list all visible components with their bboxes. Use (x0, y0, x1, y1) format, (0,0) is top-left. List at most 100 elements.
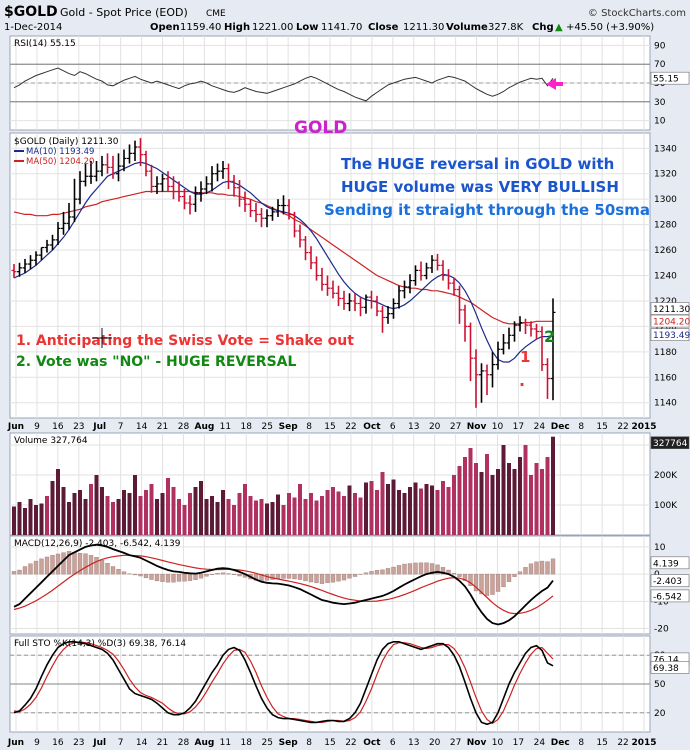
price-title: $GOLD (Daily) 1211.30 (14, 137, 119, 147)
ohlc-bar (94, 160, 99, 182)
macd-histogram-bar (209, 573, 215, 575)
chg-label: Chg (532, 22, 554, 33)
price-tick-label: 1240 (654, 272, 677, 282)
volume-bar (254, 500, 258, 535)
macd-histogram-bar (116, 569, 121, 575)
volume-bar (336, 491, 341, 535)
macd-signal-tag (650, 589, 690, 603)
sto-tick-label: 20 (654, 709, 666, 719)
volume-bar (457, 466, 462, 535)
ohlc-bar (160, 173, 165, 192)
x-axis-top-label: 15 (596, 422, 607, 432)
ohlc-bar (17, 262, 22, 277)
volume-last-tag-label: 327764 (653, 439, 688, 449)
rsi-tick-label: 30 (654, 98, 666, 108)
volume-bar (386, 484, 390, 535)
ohlc-bar (44, 239, 50, 253)
ohlc-bar (237, 180, 242, 207)
chg-arrow-icon: ▲ (555, 22, 563, 33)
huge-reversal-line2: HUGE volume was VERY BULLISH (341, 178, 619, 196)
volume-bar (303, 499, 308, 535)
ohlc-bar (281, 195, 286, 215)
ohlc-bar (28, 255, 33, 270)
x-axis-top-label: 22 (617, 422, 628, 432)
macd-histogram-bar (231, 573, 237, 575)
ohlc-bar (105, 153, 110, 174)
volume-bar (105, 496, 110, 535)
macd-histogram-bar (308, 573, 314, 583)
ohlc-bar (132, 140, 138, 161)
volume-bar (463, 457, 467, 535)
macd-histogram-bar (512, 573, 517, 577)
exchange-text: CME (206, 9, 226, 19)
volume-bar (23, 508, 27, 535)
ohlc-bar (88, 160, 94, 184)
ohlc-bar (297, 224, 303, 248)
volume-bar (325, 490, 330, 535)
macd-histogram-bar (193, 573, 198, 580)
macd-histogram-bar (429, 563, 435, 575)
x-axis-top-label: 23 (73, 422, 84, 432)
macd-histogram-bar (99, 560, 105, 575)
rsi-last-tag (650, 71, 690, 85)
macd-histogram-bar (110, 566, 116, 575)
volume-bar (397, 490, 401, 535)
volume-bar (193, 487, 198, 535)
volume-bar (204, 499, 209, 535)
volume-bar (133, 475, 137, 535)
macd-histogram-bar (160, 573, 165, 582)
macd-histogram-bar (517, 571, 523, 575)
macd-histogram-bar (94, 557, 99, 575)
price-tick-label: 1160 (654, 373, 677, 383)
macd-histogram-bar (468, 573, 473, 586)
ohlc-bar (270, 206, 275, 221)
volume-bar (199, 481, 203, 535)
x-axis-top-label: Aug (194, 422, 214, 432)
macd-histogram-bar (39, 558, 44, 575)
macd-histogram-bar (165, 573, 171, 583)
volume-bar (518, 457, 522, 535)
macd-histogram-bar (479, 573, 484, 595)
volume-bar (215, 502, 220, 535)
macd-histogram-bar (303, 573, 308, 582)
volume-bar (551, 436, 555, 535)
volume-bar (523, 445, 528, 535)
ohlc-bar (121, 149, 127, 172)
volume-bar (111, 502, 115, 535)
x-axis-top-label: Nov (467, 422, 487, 432)
price-ma50-tag-label: 1204.20 (653, 318, 690, 328)
price-tick-label: 1260 (654, 246, 677, 256)
x-axis-top-label: 8 (578, 422, 584, 432)
ohlc-bar (424, 262, 429, 280)
macd-histogram-bar (215, 573, 220, 575)
macd-histogram-bar (501, 573, 506, 588)
macd-histogram-bar (132, 573, 138, 576)
volume-bar (545, 457, 550, 535)
rsi-last-tag-label: 55.15 (653, 75, 679, 85)
ohlc-bar (369, 290, 374, 309)
ohlc-bar (462, 304, 468, 342)
rsi-line (13, 67, 554, 102)
x-axis-top-label: 21 (157, 422, 168, 432)
macd-histogram-bar (363, 572, 369, 575)
macd-value-tag-label: -2.403 (653, 577, 682, 587)
volume-bar (380, 472, 385, 535)
macd-histogram-bar (341, 573, 347, 581)
ohlc-bar (402, 280, 407, 299)
volume-bar (358, 497, 363, 535)
ohlc-bar (220, 160, 226, 179)
volume-bar (17, 502, 22, 535)
volume-bar (39, 503, 44, 535)
ohlc-bar (314, 256, 319, 281)
ohlc-bar (143, 150, 149, 177)
volume-bar (237, 493, 242, 535)
macd-histogram-bar (424, 562, 429, 575)
ohlc-bar (198, 181, 204, 202)
ohlc-bar (352, 293, 358, 312)
ohlc-bar (66, 202, 72, 230)
ohlc-bar (99, 155, 105, 177)
ohlc-bar (506, 327, 512, 350)
macd-histogram-bar (171, 573, 176, 583)
ma50-legend-label: MA(50) 1204.20 (26, 157, 94, 167)
